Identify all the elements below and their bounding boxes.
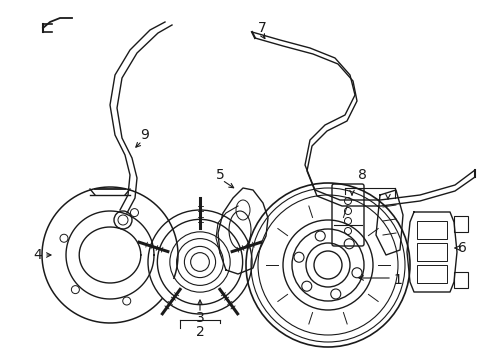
Text: 3: 3 xyxy=(195,311,204,325)
Bar xyxy=(416,265,446,283)
Text: 7: 7 xyxy=(257,21,266,35)
Text: 8: 8 xyxy=(357,168,366,182)
Text: 2: 2 xyxy=(195,325,204,339)
Bar xyxy=(416,221,446,239)
Text: 5: 5 xyxy=(215,168,224,182)
Text: 4: 4 xyxy=(34,248,42,262)
Bar xyxy=(453,216,467,232)
Bar xyxy=(453,272,467,288)
Bar xyxy=(416,243,446,261)
Text: 9: 9 xyxy=(140,128,149,142)
Text: 1: 1 xyxy=(393,273,402,287)
Text: 6: 6 xyxy=(457,241,466,255)
